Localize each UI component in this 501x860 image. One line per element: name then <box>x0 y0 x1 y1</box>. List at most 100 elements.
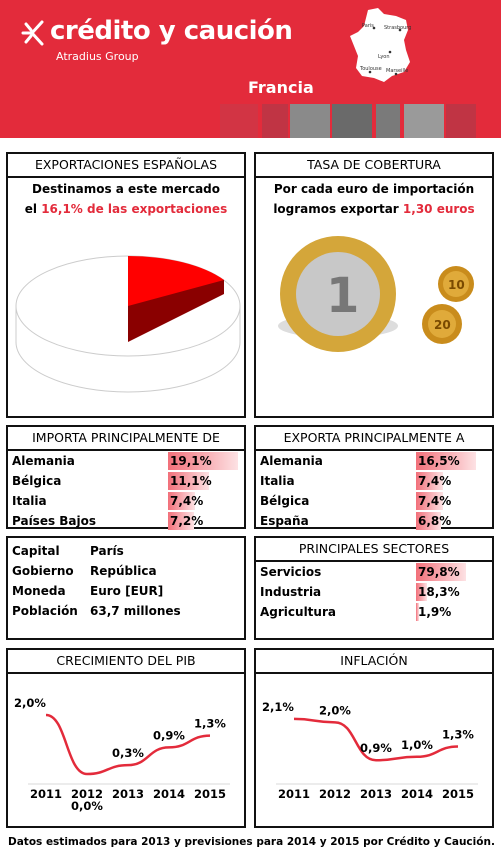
exporta-row-label: Italia <box>260 474 295 488</box>
data-label: 0,0% <box>71 799 103 813</box>
sectores-row-value: 79,8% <box>418 565 460 579</box>
country-name: Francia <box>248 78 314 97</box>
sectores-title: PRINCIPALES SECTORES <box>256 538 492 562</box>
importa-row-value: 7,4% <box>170 494 204 508</box>
sectores-row: Servicios 79,8% <box>256 563 492 583</box>
decor-stripe <box>446 104 476 138</box>
exporta-row-bar <box>416 452 476 470</box>
map-city-label: Strasbourg <box>384 25 412 31</box>
info-label: Moneda <box>12 584 66 598</box>
x-tick-label: 2013 <box>112 787 144 801</box>
inflacion-line-chart: 2,1% 2,0% 0,9% 1,0% 1,3% 2011 2012 2013 2014 2015 <box>262 700 478 801</box>
decor-stripe <box>290 104 330 138</box>
info-value: República <box>90 564 157 578</box>
importa-row: Bélgica 11,1% <box>8 472 244 492</box>
pie-slice-export <box>128 255 224 306</box>
pib-line-chart: 2,0% 0,0% 0,3% 0,9% 1,3% 2011 2012 2013 2014 2015 <box>14 696 230 813</box>
map-city-label: Paris <box>362 23 374 29</box>
exporta-row-label: España <box>260 514 309 528</box>
exportaciones-line2: el 16,1% de las exportaciones <box>8 202 244 216</box>
decor-stripe <box>404 104 444 138</box>
importa-row-bar <box>168 512 195 530</box>
cobertura-panel: TASA DE COBERTURA Por cada euro de impor… <box>254 152 494 418</box>
sectores-row-bar <box>416 583 428 601</box>
data-label: 1,3% <box>442 727 474 741</box>
pib-chart-title: CRECIMIENTO DEL PIB <box>8 650 244 674</box>
importa-row-bar <box>168 472 209 490</box>
exporta-row-value: 6,8% <box>418 514 452 528</box>
cobertura-ratio-text: 1,30 euros <box>402 202 475 216</box>
data-label: 2,0% <box>14 696 46 710</box>
importa-row-bar <box>168 492 196 510</box>
x-tick-label: 2013 <box>360 787 392 801</box>
brand-subtitle: Atradius Group <box>56 50 139 63</box>
exportaciones-panel: EXPORTACIONES ESPAÑOLAS Destinamos a est… <box>6 152 246 418</box>
importa-row-label: Bélgica <box>12 474 62 488</box>
coin-label: 1 <box>326 268 359 324</box>
cobertura-line2: logramos exportar 1,30 euros <box>256 202 492 216</box>
x-tick-label: 2011 <box>278 787 310 801</box>
info-row: Capital París <box>8 542 244 562</box>
sectores-row-label: Industria <box>260 585 322 599</box>
cobertura-line1: Por cada euro de importación <box>273 182 475 196</box>
importa-title: IMPORTA PRINCIPALMENTE DE <box>8 427 244 451</box>
exporta-title: EXPORTA PRINCIPALMENTE A <box>256 427 492 451</box>
info-row: Moneda Euro [EUR] <box>8 582 244 602</box>
importa-row-label: Países Bajos <box>12 514 97 528</box>
exporta-row-label: Bélgica <box>260 494 310 508</box>
info-value: 63,7 millones <box>90 604 181 618</box>
cobertura-title: TASA DE COBERTURA <box>256 154 492 178</box>
importa-row-value: 19,1% <box>170 454 212 468</box>
importa-panel: IMPORTA PRINCIPALMENTE DE Alemania 19,1% B… <box>6 425 246 530</box>
importa-row-bar <box>168 452 238 470</box>
sectores-row: Industria 18,3% <box>256 583 492 603</box>
header-banner: crédito y caución Atradius Group Francia… <box>0 0 501 138</box>
map-city-label: Lyon <box>378 54 390 60</box>
data-label: 1,3% <box>194 717 226 731</box>
exporta-row-label: Alemania <box>260 454 323 468</box>
exporta-row-bar <box>416 512 441 530</box>
data-label: 0,9% <box>360 741 392 755</box>
sectores-panel: PRINCIPALES SECTORES Servicios 79,8% Indus… <box>254 536 494 640</box>
x-tick-label: 2012 <box>71 787 103 801</box>
x-tick-label: 2014 <box>401 787 433 801</box>
exporta-row-bar <box>416 492 443 510</box>
series-line <box>45 713 211 776</box>
x-tick-label: 2015 <box>442 787 474 801</box>
exporta-row: Bélgica 7,4% <box>256 492 492 512</box>
map-city-label: Toulouse <box>360 66 382 72</box>
sectores-row-value: 18,3% <box>418 585 460 599</box>
importa-row: Italia 7,4% <box>8 492 244 512</box>
series-line <box>293 717 459 762</box>
sectores-row-value: 1,9% <box>418 605 452 619</box>
info-row: Gobierno República <box>8 562 244 582</box>
info-value: Euro [EUR] <box>90 584 164 598</box>
footer-note: Datos estimados para 2013 y previsiones … <box>8 836 495 848</box>
coin-label: 10 <box>448 278 465 292</box>
exporta-row-bar <box>416 472 443 490</box>
data-label: 1,0% <box>401 738 433 752</box>
importa-row-value: 7,2% <box>170 514 204 528</box>
info-label: Gobierno <box>12 564 74 578</box>
exporta-row: Alemania 16,5% <box>256 452 492 472</box>
info-label: Población <box>12 604 78 618</box>
exportaciones-pie-chart <box>15 255 241 393</box>
sectores-row: Agricultura 1,9% <box>256 603 492 623</box>
exporta-row-value: 7,4% <box>418 494 452 508</box>
x-tick-label: 2012 <box>319 787 351 801</box>
coin-label: 20 <box>434 318 451 332</box>
importa-row-label: Alemania <box>12 454 75 468</box>
decor-stripe <box>376 104 400 138</box>
pie-rest-side <box>15 306 241 393</box>
sectores-row-label: Agricultura <box>260 605 336 619</box>
france-map: Paris Strasbourg Lyon Toulouse Marseille <box>348 6 416 86</box>
info-value: París <box>90 544 124 558</box>
x-tick-label: 2014 <box>153 787 185 801</box>
exportaciones-line2-prefix: el <box>24 202 42 216</box>
exporta-row-value: 16,5% <box>418 454 460 468</box>
data-label: 2,1% <box>262 700 294 714</box>
x-tick-label: 2015 <box>194 787 226 801</box>
cobertura-line2-prefix: logramos exportar <box>273 202 403 216</box>
map-city-label: Marseille <box>386 68 409 74</box>
importa-row-value: 11,1% <box>170 474 212 488</box>
